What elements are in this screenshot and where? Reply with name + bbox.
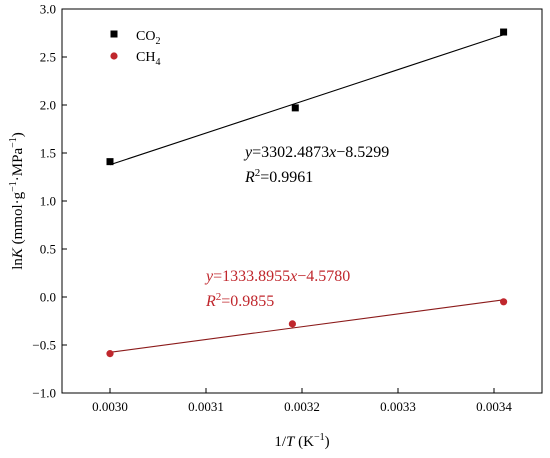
legend-label-ch4-base: CH bbox=[136, 50, 155, 65]
y-tick-label: −1.0 bbox=[32, 386, 56, 401]
co2-fit-equation-slope: =3302.4873 bbox=[252, 144, 329, 161]
ch4-data-point bbox=[500, 298, 508, 306]
x-tick-label: 0.0032 bbox=[284, 399, 320, 414]
x-axis-title-var: T bbox=[286, 434, 296, 450]
y-axis-title-var: K bbox=[10, 247, 26, 259]
y-tick-label: 2.0 bbox=[40, 98, 56, 113]
ch4-fit-equation-intercept: −4.5780 bbox=[297, 268, 350, 285]
y-axis-title: lnK (mmol·g−1·MPa−1) bbox=[8, 132, 26, 270]
ch4-fit-line bbox=[109, 299, 504, 353]
legend-label-co2: CO2 bbox=[136, 29, 160, 47]
legend-label-ch4-sub: 4 bbox=[155, 57, 160, 68]
y-axis-title-unit2-exp: −1 bbox=[8, 137, 19, 148]
y-axis-title-pre: ln bbox=[10, 258, 26, 270]
legend-label-co2-sub: 2 bbox=[155, 36, 160, 47]
y-tick-label: 0.0 bbox=[40, 290, 56, 305]
co2-data-point bbox=[500, 28, 508, 36]
ch4-fit-r2-exp: 2 bbox=[216, 291, 222, 303]
ch4-fit-equation: y=1333.8955x−4.5780 bbox=[204, 268, 350, 285]
x-axis-title-end: ) bbox=[325, 434, 330, 450]
legend-label-co2-base: CO bbox=[136, 29, 155, 44]
x-tick-label: 0.0031 bbox=[188, 399, 224, 414]
x-tick-label: 0.0034 bbox=[476, 399, 512, 414]
legend-marker-ch4 bbox=[110, 52, 118, 60]
co2-fit-line bbox=[109, 34, 504, 166]
co2-fit-r2-r: R bbox=[244, 169, 255, 186]
legend-label-ch4: CH4 bbox=[136, 50, 160, 68]
y-axis-title-end: ) bbox=[10, 132, 26, 137]
co2-data-point bbox=[106, 158, 114, 166]
y-axis-title-unit2: ·MPa bbox=[10, 148, 26, 182]
y-axis-title-unit1-exp: −1 bbox=[8, 181, 19, 192]
co2-fit-equation: y=3302.4873x−8.5299 bbox=[243, 144, 389, 161]
ch4-fit-annotation: y=1333.8955x−4.5780 R2=0.9855 bbox=[204, 268, 350, 310]
ch4-fit-r2-r: R bbox=[205, 293, 216, 310]
co2-fit-equation-y: y bbox=[243, 144, 253, 161]
legend-marker-co2 bbox=[110, 30, 118, 38]
y-axis-title-unit1: (mmol·g bbox=[10, 191, 26, 248]
co2-fit-r2-value: =0.9961 bbox=[260, 169, 313, 186]
co2-data-point bbox=[291, 104, 299, 112]
data-points bbox=[106, 28, 508, 358]
y-tick-label: 3.0 bbox=[40, 2, 56, 17]
x-axis-title-unit: (K bbox=[294, 434, 314, 450]
ch4-data-point bbox=[288, 320, 296, 328]
co2-fit-equation-intercept: −8.5299 bbox=[336, 144, 389, 161]
ch4-fit-equation-slope: =1333.8955 bbox=[213, 268, 290, 285]
ch4-fit-equation-x: x bbox=[289, 268, 297, 285]
y-tick-label: 2.5 bbox=[40, 50, 56, 65]
x-tick-label: 0.0030 bbox=[92, 399, 128, 414]
y-tick-label: 1.0 bbox=[40, 194, 56, 209]
x-axis-ticks: 0.0030 0.0031 0.0032 0.0033 0.0034 bbox=[92, 388, 512, 414]
co2-fit-r2-exp: 2 bbox=[255, 167, 261, 179]
x-tick-label: 0.0033 bbox=[380, 399, 416, 414]
ch4-data-point bbox=[106, 350, 114, 358]
y-tick-label: 1.5 bbox=[40, 146, 56, 161]
y-axis-ticks: −1.0 −0.5 0.0 0.5 1.0 1.5 2.0 2.5 3.0 bbox=[32, 2, 67, 401]
co2-fit-annotation: y=3302.4873x−8.5299 R2=0.9961 bbox=[243, 144, 389, 186]
x-axis-title-unit-exp: −1 bbox=[314, 432, 325, 443]
y-tick-label: 0.5 bbox=[40, 242, 56, 257]
y-tick-label: −0.5 bbox=[32, 338, 56, 353]
ch4-fit-r2: R2=0.9855 bbox=[205, 291, 274, 310]
plot-frame bbox=[61, 8, 543, 394]
x-axis-title: 1/T (K−1) bbox=[274, 432, 329, 450]
legend: CO2 CH4 bbox=[110, 29, 160, 68]
ch4-fit-equation-y: y bbox=[204, 268, 214, 285]
co2-fit-equation-x: x bbox=[328, 144, 336, 161]
fit-lines bbox=[109, 34, 504, 353]
x-axis-title-pre: 1/ bbox=[274, 434, 287, 450]
co2-fit-r2: R2=0.9961 bbox=[244, 167, 313, 186]
ch4-fit-r2-value: =0.9855 bbox=[221, 293, 274, 310]
